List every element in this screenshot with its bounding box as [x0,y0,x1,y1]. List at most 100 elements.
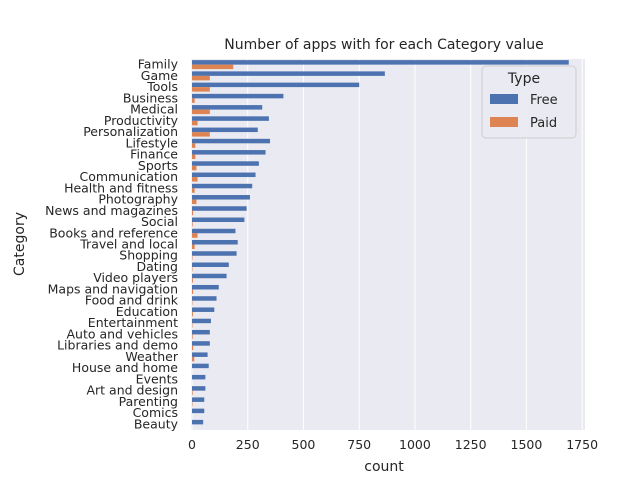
bar-free-15 [192,228,236,234]
category-tick-labels: FamilyGameToolsBusinessMedicalProductivi… [45,57,179,432]
legend-swatch-paid [490,117,518,127]
bar-paid-14 [192,222,193,227]
x-tick-label: 1500 [511,437,543,452]
legend-swatch-free [490,94,518,104]
x-axis-title: count [364,459,404,475]
bar-paid-0 [192,64,234,70]
bar-free-16 [192,240,238,245]
bar-free-9 [192,161,259,166]
bar-paid-6 [192,132,210,137]
x-tick-label: 1250 [455,437,487,452]
legend-title: Type [507,71,540,87]
bar-free-13 [192,206,247,211]
bar-paid-9 [192,165,197,171]
category-label: Food and drink [85,293,179,308]
category-label: Dating [136,259,178,274]
category-label: News and magazines [45,203,178,218]
bar-free-4 [192,105,263,110]
chart-title: Number of apps with for each Category va… [224,37,543,53]
category-label: Photography [98,192,178,207]
legend: Type Free Paid [481,65,577,139]
category-label: Family [138,57,179,72]
bar-free-7 [192,138,271,144]
bar-free-20 [192,284,219,290]
bar-paid-10 [192,177,198,182]
category-label: Entertainment [88,315,178,330]
bar-paid-4 [192,109,210,115]
category-label: Business [123,90,178,105]
bar-free-1 [192,71,385,76]
bar-paid-13 [192,210,194,216]
category-label: Tools [146,79,178,94]
bar-paid-19 [192,278,193,283]
bar-free-18 [192,262,229,267]
bar-paid-2 [192,87,210,92]
category-label: Game [141,68,179,83]
bar-free-27 [192,363,209,369]
bar-paid-12 [192,199,197,205]
bars [192,60,569,425]
category-label: Sports [138,158,178,173]
x-tick-labels: 0 250 500 750 1000 1250 1500 1750 [188,437,598,452]
bar-paid-22 [192,311,193,317]
bar-free-31 [192,408,205,414]
bar-paid-16 [192,244,195,249]
category-label: Shopping [119,248,178,263]
y-axis-title: Category [12,212,28,276]
bar-free-0 [192,60,569,65]
category-label: Libraries and demo [57,338,178,353]
bar-free-32 [192,419,204,425]
category-label: Art and design [86,383,178,398]
bar-paid-24 [192,334,193,339]
bar-free-10 [192,172,256,178]
category-label: Video players [93,270,178,285]
bar-paid-15 [192,233,198,238]
bar-free-5 [192,116,269,121]
bar-free-30 [192,397,205,402]
category-label: Books and reference [49,225,178,240]
category-label: Parenting [119,394,178,409]
bar-free-22 [192,307,215,312]
bar-free-25 [192,341,210,346]
legend-label-paid: Paid [530,116,557,131]
bar-free-11 [192,183,253,189]
bar-paid-5 [192,120,198,126]
bar-free-26 [192,352,208,357]
category-label: Events [136,371,178,386]
bar-paid-1 [192,75,210,81]
bar-paid-25 [192,345,194,351]
bar-free-12 [192,195,250,200]
category-label: Health and fitness [64,180,178,195]
x-tick-label: 250 [236,437,260,452]
bar-free-21 [192,296,217,301]
category-label: Communication [79,169,178,184]
bar-paid-20 [192,289,194,294]
category-label: Education [116,304,178,319]
category-label: Maps and navigation [48,281,178,296]
category-label: Productivity [104,113,179,128]
x-tick-label: 1000 [399,437,431,452]
category-label: Weather [125,349,178,364]
bar-paid-3 [192,98,195,103]
bar-paid-29 [192,390,193,396]
bar-free-24 [192,329,210,335]
category-label: Medical [130,102,178,117]
bar-free-6 [192,127,258,133]
bar-free-23 [192,318,211,324]
bar-paid-11 [192,188,195,193]
category-label: Travel and local [79,237,178,252]
legend-label-free: Free [530,93,558,108]
bar-free-2 [192,82,360,88]
bar-free-19 [192,273,227,279]
category-label: Auto and vehicles [66,326,178,341]
bar-paid-26 [192,356,195,362]
category-label: Lifestyle [125,135,178,150]
bar-free-3 [192,93,284,99]
category-label: Personalization [83,124,178,139]
x-tick-label: 500 [292,437,316,452]
category-label: House and home [72,360,178,375]
bar-free-29 [192,386,206,391]
x-tick-label: 0 [188,437,196,452]
category-label: Social [141,214,178,229]
